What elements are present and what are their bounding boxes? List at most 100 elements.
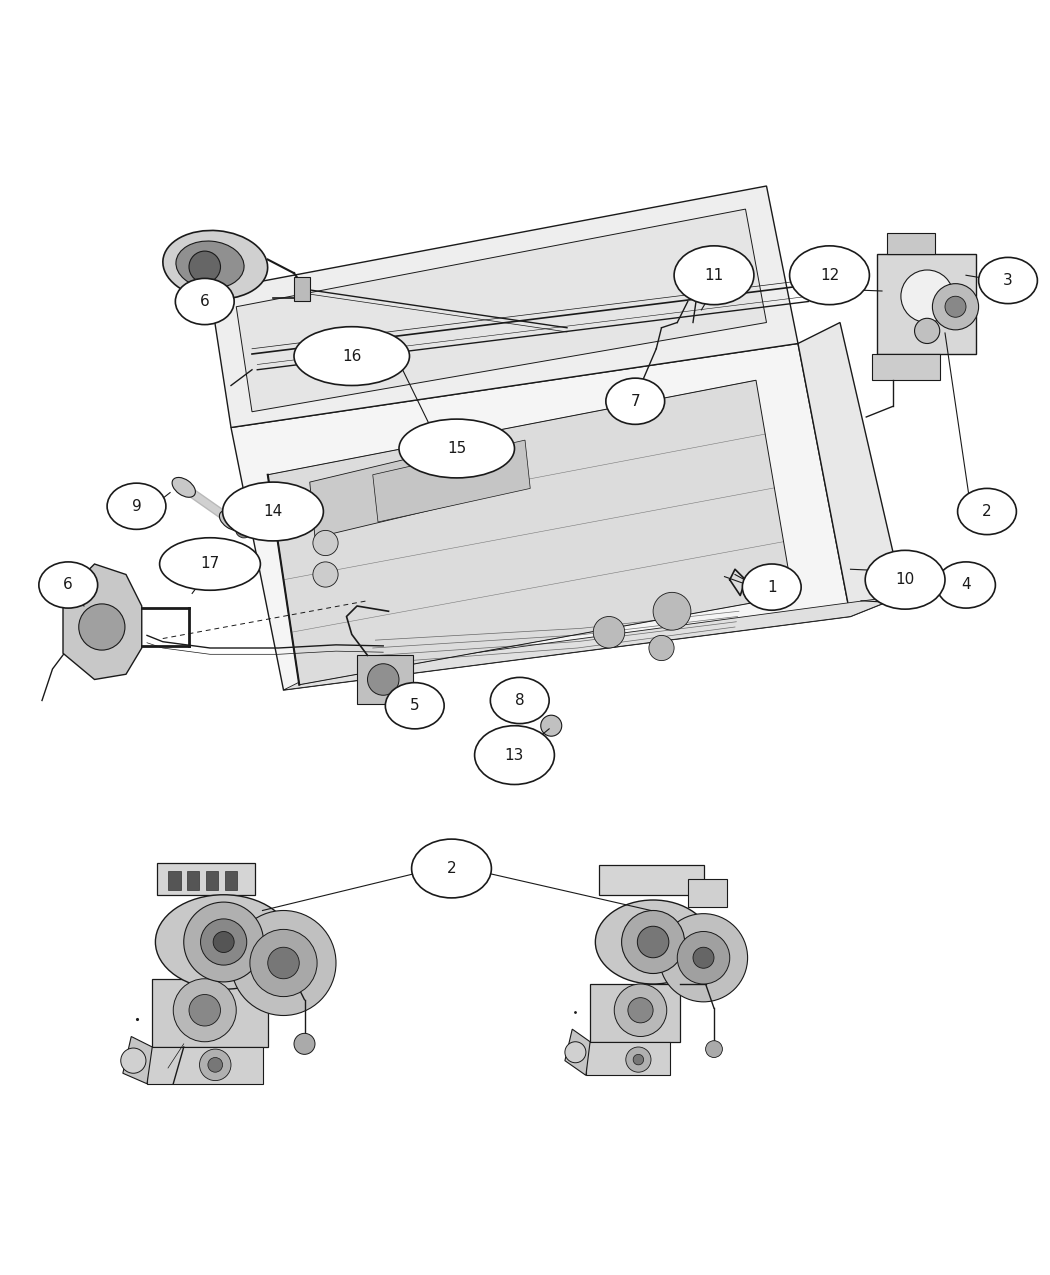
Text: 8: 8 xyxy=(514,694,525,708)
Polygon shape xyxy=(123,1037,152,1084)
Ellipse shape xyxy=(490,677,549,724)
Ellipse shape xyxy=(172,477,195,497)
Circle shape xyxy=(313,530,338,556)
Ellipse shape xyxy=(155,895,292,989)
Circle shape xyxy=(659,914,748,1002)
Circle shape xyxy=(633,1054,644,1065)
Circle shape xyxy=(677,932,730,984)
Polygon shape xyxy=(268,380,793,685)
Text: 9: 9 xyxy=(131,499,142,514)
Circle shape xyxy=(368,664,399,695)
Ellipse shape xyxy=(865,551,945,609)
Polygon shape xyxy=(586,1042,670,1075)
Circle shape xyxy=(231,910,336,1015)
Ellipse shape xyxy=(399,419,514,478)
Circle shape xyxy=(932,283,979,330)
Text: 2: 2 xyxy=(446,861,457,876)
Polygon shape xyxy=(152,979,268,1047)
Polygon shape xyxy=(158,863,255,895)
Circle shape xyxy=(649,635,674,660)
Polygon shape xyxy=(147,1047,262,1084)
Text: 15: 15 xyxy=(447,441,466,456)
Text: 14: 14 xyxy=(264,504,282,519)
Ellipse shape xyxy=(160,538,260,590)
Circle shape xyxy=(275,495,313,533)
Polygon shape xyxy=(565,1029,590,1075)
Polygon shape xyxy=(872,354,940,380)
Circle shape xyxy=(901,270,953,323)
Text: 10: 10 xyxy=(896,572,915,588)
Circle shape xyxy=(653,593,691,630)
Circle shape xyxy=(614,984,667,1037)
Text: 11: 11 xyxy=(705,268,723,283)
Text: 6: 6 xyxy=(63,578,74,593)
Text: 5: 5 xyxy=(410,699,420,713)
Circle shape xyxy=(565,1042,586,1063)
Bar xyxy=(206,871,218,890)
Ellipse shape xyxy=(107,483,166,529)
Polygon shape xyxy=(798,323,903,617)
Circle shape xyxy=(189,251,220,283)
Circle shape xyxy=(173,979,236,1042)
Ellipse shape xyxy=(223,482,323,541)
Polygon shape xyxy=(357,655,413,704)
Text: 4: 4 xyxy=(961,578,971,593)
Polygon shape xyxy=(590,984,680,1042)
Bar xyxy=(187,871,200,890)
Ellipse shape xyxy=(175,278,234,325)
Text: 3: 3 xyxy=(1003,273,1013,288)
Circle shape xyxy=(268,947,299,979)
Bar xyxy=(225,871,237,890)
Ellipse shape xyxy=(475,725,554,784)
Circle shape xyxy=(235,521,252,538)
Text: 2: 2 xyxy=(982,504,992,519)
Polygon shape xyxy=(887,233,934,254)
Polygon shape xyxy=(598,866,704,895)
Polygon shape xyxy=(294,278,310,301)
Polygon shape xyxy=(210,186,798,427)
Text: 13: 13 xyxy=(505,747,524,762)
Ellipse shape xyxy=(979,258,1037,303)
Circle shape xyxy=(313,562,338,586)
Circle shape xyxy=(79,604,125,650)
Circle shape xyxy=(915,319,940,343)
Circle shape xyxy=(626,1047,651,1072)
Text: 17: 17 xyxy=(201,556,219,571)
Polygon shape xyxy=(63,564,142,680)
Ellipse shape xyxy=(385,682,444,729)
Ellipse shape xyxy=(163,231,268,300)
Circle shape xyxy=(208,1057,223,1072)
Circle shape xyxy=(541,715,562,736)
Circle shape xyxy=(593,617,625,648)
Text: 16: 16 xyxy=(342,348,361,363)
Circle shape xyxy=(706,1040,722,1057)
Polygon shape xyxy=(688,878,727,908)
Polygon shape xyxy=(877,254,977,354)
Ellipse shape xyxy=(674,246,754,305)
Ellipse shape xyxy=(294,326,410,385)
Circle shape xyxy=(693,947,714,968)
Ellipse shape xyxy=(790,246,869,305)
Text: 1: 1 xyxy=(766,580,777,594)
Circle shape xyxy=(200,1049,231,1081)
Bar xyxy=(168,871,181,890)
Circle shape xyxy=(294,1033,315,1054)
Polygon shape xyxy=(231,343,851,690)
Circle shape xyxy=(285,504,303,523)
Ellipse shape xyxy=(742,564,801,611)
Polygon shape xyxy=(310,444,478,538)
Text: 12: 12 xyxy=(820,268,839,283)
Ellipse shape xyxy=(897,599,909,607)
Polygon shape xyxy=(236,209,766,412)
Circle shape xyxy=(189,994,220,1026)
Ellipse shape xyxy=(176,241,244,288)
Polygon shape xyxy=(373,440,530,521)
Circle shape xyxy=(622,910,685,974)
Circle shape xyxy=(201,919,247,965)
Ellipse shape xyxy=(39,562,98,608)
Circle shape xyxy=(184,903,264,982)
Circle shape xyxy=(121,1048,146,1074)
Ellipse shape xyxy=(219,510,243,530)
Ellipse shape xyxy=(958,488,1016,534)
Ellipse shape xyxy=(937,562,995,608)
